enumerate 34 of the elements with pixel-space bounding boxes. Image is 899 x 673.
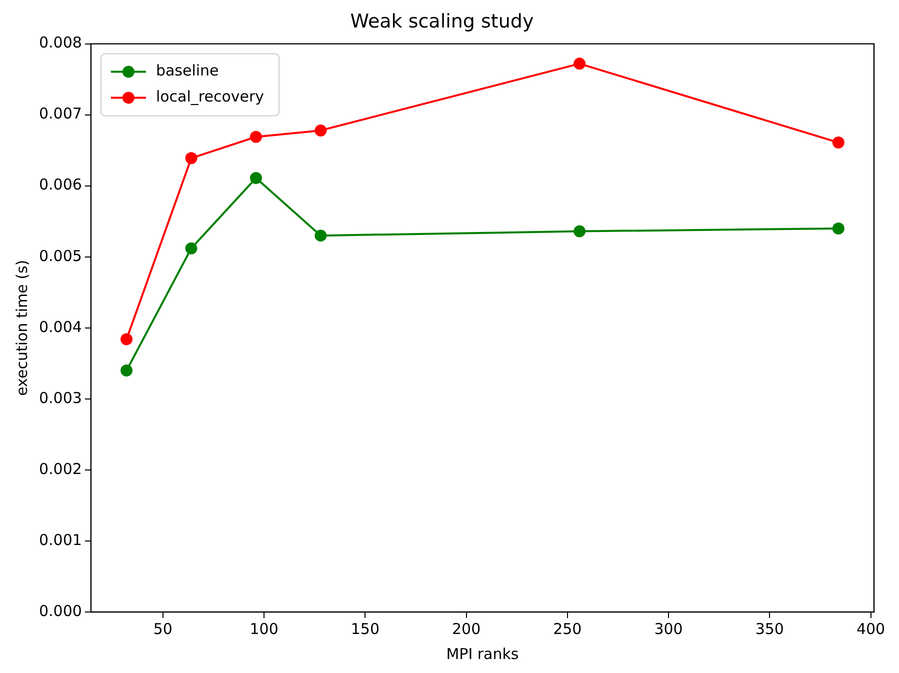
y-tick-label: 0.001 <box>38 530 82 549</box>
point <box>314 124 327 136</box>
point <box>185 242 198 254</box>
point <box>832 136 844 149</box>
y-tick-label: 0.000 <box>38 602 82 620</box>
point <box>832 222 844 234</box>
y-tick-label: 0.005 <box>38 246 82 265</box>
x-tick-label: 200 <box>452 620 481 638</box>
y-tick-label: 0.008 <box>38 34 82 52</box>
x-tick-label: 250 <box>553 620 582 638</box>
point <box>120 333 133 346</box>
x-tick-label: 300 <box>654 620 683 638</box>
x-tick-label: 100 <box>250 620 278 638</box>
legend-label: baseline <box>156 62 219 80</box>
x-tick-label: 50 <box>153 620 172 638</box>
y-tick-label: 0.007 <box>38 104 82 123</box>
x-tick-label: 400 <box>856 620 886 638</box>
point <box>185 152 198 164</box>
legend-label: local_recovery <box>156 88 264 106</box>
chart-title: Weak scaling study <box>350 10 534 32</box>
point <box>120 364 133 377</box>
point <box>574 225 586 238</box>
y-tick-label: 0.004 <box>38 318 82 336</box>
point <box>314 230 327 242</box>
y-tick-label: 0.006 <box>38 176 82 194</box>
point <box>250 130 262 143</box>
x-tick-label: 150 <box>350 620 380 638</box>
point <box>250 172 262 184</box>
x-axis-title: MPI ranks <box>446 644 519 663</box>
y-axis-title: execution time (s) <box>12 260 31 396</box>
y-tick-label: 0.003 <box>38 388 82 407</box>
point <box>574 58 586 70</box>
y-tick-label: 0.002 <box>38 460 82 478</box>
x-tick-label: 350 <box>755 620 784 638</box>
